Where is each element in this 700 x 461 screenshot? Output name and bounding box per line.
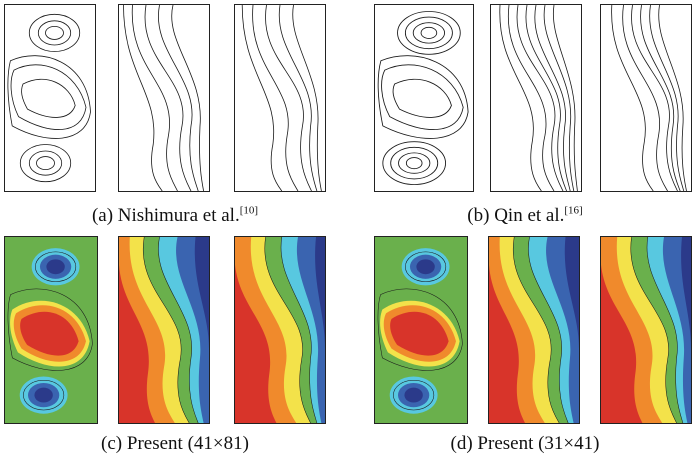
panel-b-isotherms-2 — [600, 4, 692, 192]
panel-b-isotherms-1 — [490, 4, 582, 192]
panel-c-streamlines — [4, 236, 98, 424]
caption-b: (b) Qin et al.[16] — [350, 205, 700, 227]
panel-b-streamlines — [374, 4, 474, 192]
caption-c: (c) Present (41×81) — [0, 433, 350, 455]
panel-d-temperature-2 — [600, 236, 692, 424]
panel-a-streamlines — [4, 4, 96, 192]
panel-a-isotherms-2 — [234, 4, 326, 192]
caption-b-text: (b) Qin et al. — [467, 205, 565, 226]
caption-b-ref: [16] — [564, 204, 583, 217]
caption-d-text: (d) Present (31×41) — [450, 433, 600, 454]
caption-a-ref: [10] — [239, 204, 259, 217]
caption-c-text: (c) Present (41×81) — [101, 433, 249, 454]
caption-a-text: (a) Nishimura et al. — [91, 205, 240, 226]
caption-a: (a) Nishimura et al.[10] — [0, 205, 350, 227]
panel-d-temperature-1 — [488, 236, 580, 424]
panel-c-temperature-2 — [234, 236, 326, 424]
panel-d-streamlines — [374, 236, 468, 424]
panel-a-isotherms-1 — [118, 4, 210, 192]
panel-c-temperature-1 — [118, 236, 210, 424]
caption-d: (d) Present (31×41) — [350, 433, 700, 455]
